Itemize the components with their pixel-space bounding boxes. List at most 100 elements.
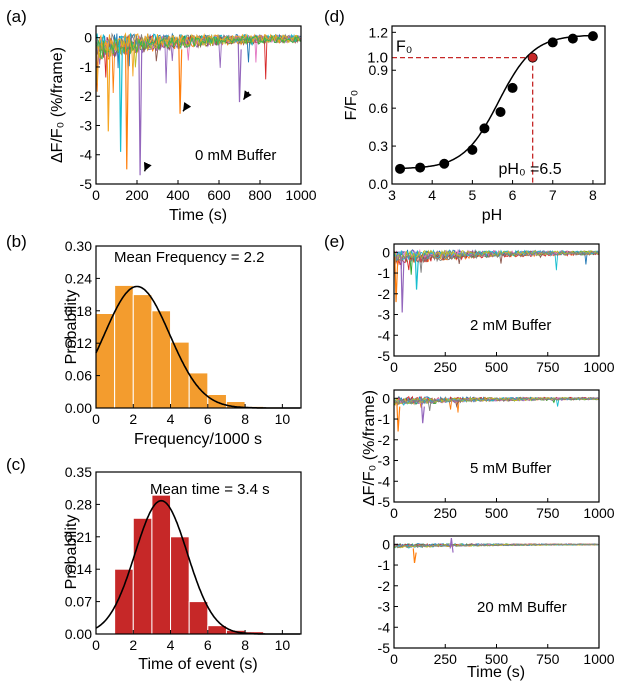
panel-a-ylabel: ΔF/F₀ (%/frame)	[49, 47, 66, 163]
y-tick-label: -2	[378, 432, 391, 448]
trace-spike	[138, 43, 143, 176]
x-tick-label: 5	[468, 187, 476, 203]
panel-letter-b: (b)	[6, 232, 27, 251]
histogram-bar	[95, 313, 116, 409]
x-tick-label: 500	[485, 359, 509, 375]
panel-e3-traces	[394, 538, 599, 564]
axes-frame	[393, 535, 600, 649]
y-tick-label: 0.07	[65, 594, 92, 610]
y-tick-label: -2	[378, 578, 391, 594]
trace-spike	[124, 43, 129, 170]
panel-e2-annotation: 5 mM Buffer	[470, 460, 551, 477]
x-tick-label: 200	[125, 187, 149, 203]
y-tick-label: 0.00	[65, 626, 92, 642]
data-point	[415, 162, 426, 173]
y-tick-label: 0.6	[369, 100, 389, 116]
panel-d-axes: 3 4 5 6 7 8 0.0 0.3 0.6 0.9 1.2	[369, 24, 606, 203]
x-tick-label: 500	[485, 651, 509, 667]
panel-letter-c: (c)	[6, 455, 26, 474]
x-tick-label: 0	[92, 637, 100, 653]
panel-b-ylabel: Probability	[63, 290, 80, 365]
x-tick-label: 0	[390, 359, 398, 375]
trace-series-10	[394, 543, 599, 549]
data-point	[567, 33, 578, 44]
data-point	[439, 158, 450, 169]
histogram-bar	[188, 601, 209, 635]
annotation-arrow	[242, 90, 252, 101]
data-point	[507, 82, 518, 93]
panel-d-ref-value-label: 1.0	[367, 50, 388, 67]
histogram-bar	[132, 517, 153, 635]
data-point	[479, 123, 490, 134]
panel-a-annotation: 0 mM Buffer	[195, 147, 276, 164]
trace-spike	[400, 256, 405, 313]
panel-d-ylabel: F/F₀	[343, 90, 360, 121]
panel-e2-traces	[394, 395, 599, 432]
x-tick-label: 4	[167, 411, 175, 427]
panel-e3-axes: 0 250 500 750 1000 -5 -4 -3 -2 -1 0	[378, 535, 615, 667]
trace-spike	[106, 43, 111, 132]
x-tick-label: 0	[390, 651, 398, 667]
x-tick-label: 2	[129, 411, 137, 427]
y-tick-label: -3	[378, 307, 391, 323]
panel-e3-xlabel: Time (s)	[467, 664, 525, 681]
panel-d-bottom-label: pH₀ =6.5	[499, 161, 562, 178]
trace-series-9	[394, 249, 599, 261]
sigmoid-fit-curve	[395, 34, 594, 170]
panel-b-xlabel: Frequency/1000 s	[134, 431, 262, 448]
trace-spike	[118, 43, 123, 152]
trace-series-10	[394, 250, 599, 273]
histogram-bar	[170, 341, 190, 409]
panel-c-bars	[114, 494, 283, 635]
x-tick-label: 0	[390, 505, 398, 521]
panel-c-axes: 0 2 4 6 8 10 0.00 0.07 0.14 0.21 0.28 0.35	[65, 464, 302, 653]
panel-c-ylabel: Probability	[63, 515, 80, 590]
y-tick-label: 0.00	[65, 400, 92, 416]
axes-frame	[95, 25, 302, 185]
y-tick-label: 0	[382, 390, 390, 406]
y-tick-label: -1	[378, 265, 391, 281]
x-tick-label: 750	[536, 651, 560, 667]
trace-spike	[394, 256, 399, 303]
data-point	[467, 144, 478, 155]
y-tick-label: 0.14	[65, 561, 92, 577]
y-tick-label: 0.12	[65, 335, 92, 351]
x-tick-label: 0	[92, 411, 100, 427]
histogram-bar	[132, 294, 153, 409]
y-tick-label: 1.2	[369, 24, 389, 40]
histogram-bar	[151, 310, 172, 409]
x-tick-label: 3	[388, 187, 396, 203]
x-tick-label: 6	[204, 411, 212, 427]
y-tick-label: -4	[378, 327, 391, 343]
panel-e1-traces	[394, 248, 599, 313]
x-tick-label: 6	[204, 637, 212, 653]
y-tick-label: 0.30	[65, 238, 92, 254]
y-tick-label: 0.0	[369, 176, 389, 192]
x-tick-label: 1000	[285, 187, 316, 203]
trace-series-10	[394, 396, 599, 411]
x-tick-label: 250	[434, 505, 458, 521]
x-tick-label: 1000	[583, 651, 614, 667]
trace-spike	[237, 43, 242, 103]
y-tick-label: -5	[80, 176, 93, 192]
panel-d-xlabel: pH	[482, 207, 502, 224]
y-tick-label: -2	[378, 286, 391, 302]
panel-b-bars	[95, 284, 302, 409]
panel-d-top-label: F₀	[396, 39, 412, 56]
panel-a-xlabel: Time (s)	[169, 207, 227, 224]
x-tick-label: 4	[428, 187, 436, 203]
panel-d-fit	[395, 34, 594, 170]
x-tick-label: 750	[536, 359, 560, 375]
panel-c-annotation: Mean time = 3.4 s	[150, 481, 270, 498]
x-tick-label: 400	[166, 187, 190, 203]
trace-spike	[449, 538, 454, 553]
x-tick-label: 800	[248, 187, 272, 203]
axes-frame	[95, 245, 302, 409]
data-point-highlight	[527, 52, 538, 63]
panel-b-frequency-histogram: 0 2 4 6 8 10 0.00 0.06 0.12 0.18 0.24 0.30 Mean Fre…	[63, 238, 302, 448]
panel-e1-annotation: 2 mM Buffer	[470, 317, 551, 334]
x-tick-label: 1000	[583, 505, 614, 521]
y-tick-label: 0.28	[65, 496, 92, 512]
trace-spike	[420, 402, 425, 424]
x-tick-label: 6	[509, 187, 517, 203]
